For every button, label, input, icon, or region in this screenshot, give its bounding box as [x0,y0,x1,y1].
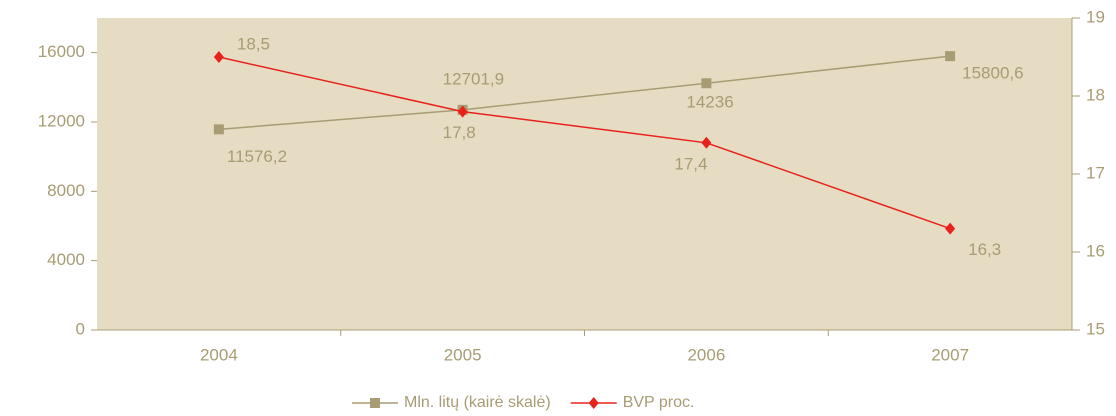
plot-area [97,18,1072,330]
data-label: 17,8 [443,123,476,142]
series-line [218,56,951,230]
marker [701,136,712,149]
marker [213,124,224,135]
data-label: 12701,9 [443,69,504,88]
x-tick-label: 2005 [444,345,482,364]
x-tick-label: 2004 [200,345,238,364]
y-tick-label: 0 [76,319,85,338]
y2-tick-label: 15 [1086,319,1105,338]
data-label: 14236 [686,93,733,112]
y2-tick-label: 18 [1086,85,1105,104]
data-label: 17,4 [674,154,707,173]
marker [945,51,956,62]
x-tick-label: 2007 [931,345,969,364]
data-label: 11576,2 [227,147,287,166]
x-tick-label: 2006 [687,345,725,364]
marker [701,78,712,89]
legend-marker [588,397,599,409]
y-tick-label: 16000 [38,42,85,61]
y-tick-label: 12000 [38,111,85,130]
y-tick-label: 4000 [47,250,85,269]
legend-label: BVP proc. [623,394,695,411]
y-tick-label: 8000 [47,181,85,200]
marker [213,51,224,63]
marker [457,105,468,118]
legend-label: Mln. litų (kairė skalė) [404,394,551,411]
legend-marker [370,398,380,408]
data-label: 18,5 [237,34,270,53]
data-label: 15800,6 [962,64,1023,83]
data-label: 16,3 [968,240,1001,259]
y2-tick-label: 16 [1086,241,1105,260]
y2-tick-label: 17 [1086,163,1105,182]
marker [945,222,956,235]
series-line [218,55,951,131]
y2-tick-label: 19 [1086,7,1105,26]
